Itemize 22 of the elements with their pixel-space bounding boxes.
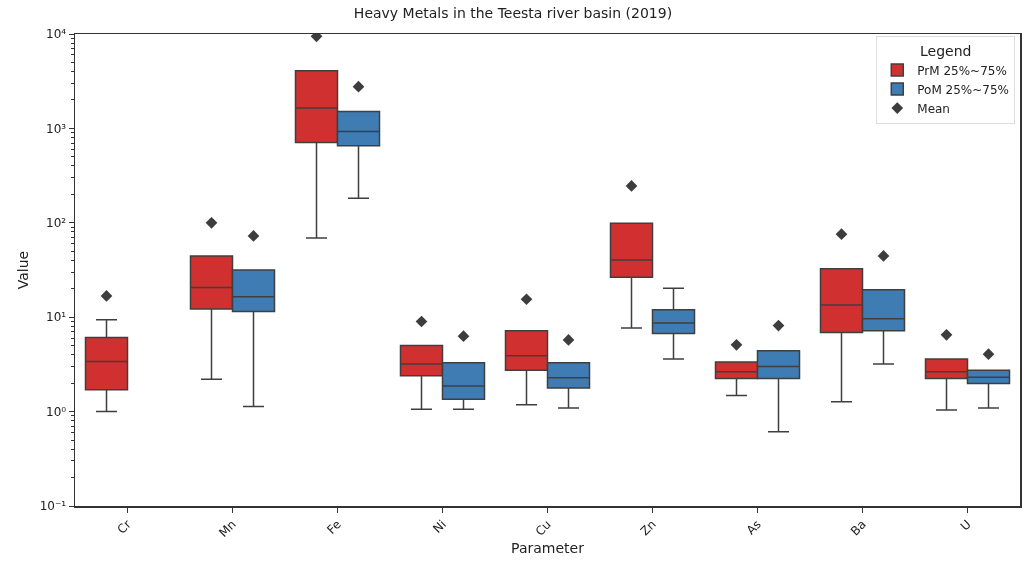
x-tick-label: Zn bbox=[637, 517, 659, 539]
x-tick-label: Cu bbox=[532, 517, 554, 539]
x-axis-title: Parameter bbox=[511, 540, 585, 557]
legend-label: Mean bbox=[917, 101, 950, 116]
x-tick-label: Mn bbox=[216, 517, 239, 540]
x-tick-label: Fe bbox=[324, 517, 344, 537]
x-tick-label: Ni bbox=[430, 517, 449, 536]
legend-label: PrM 25%~75% bbox=[917, 63, 1007, 78]
chart-title: Heavy Metals in the Teesta river basin (2019) bbox=[353, 5, 673, 22]
x-tick-label: U bbox=[957, 517, 974, 534]
x-tick-label: Ba bbox=[847, 517, 869, 539]
y-tick-label: 10¹ bbox=[46, 310, 67, 325]
x-tick-label: As bbox=[743, 517, 764, 538]
legend-label: PoM 25%~75% bbox=[917, 82, 1009, 97]
y-axis-title: Value bbox=[14, 250, 31, 290]
legend-title: Legend bbox=[920, 42, 972, 59]
y-tick-label: 10⁴ bbox=[46, 27, 67, 42]
y-tick-label: 10⁻¹ bbox=[39, 499, 67, 514]
x-tick-label: Cr bbox=[114, 517, 134, 537]
y-tick-label: 10³ bbox=[46, 121, 67, 136]
y-tick-label: 10² bbox=[46, 216, 67, 230]
y-tick-label: 10⁰ bbox=[46, 404, 67, 419]
